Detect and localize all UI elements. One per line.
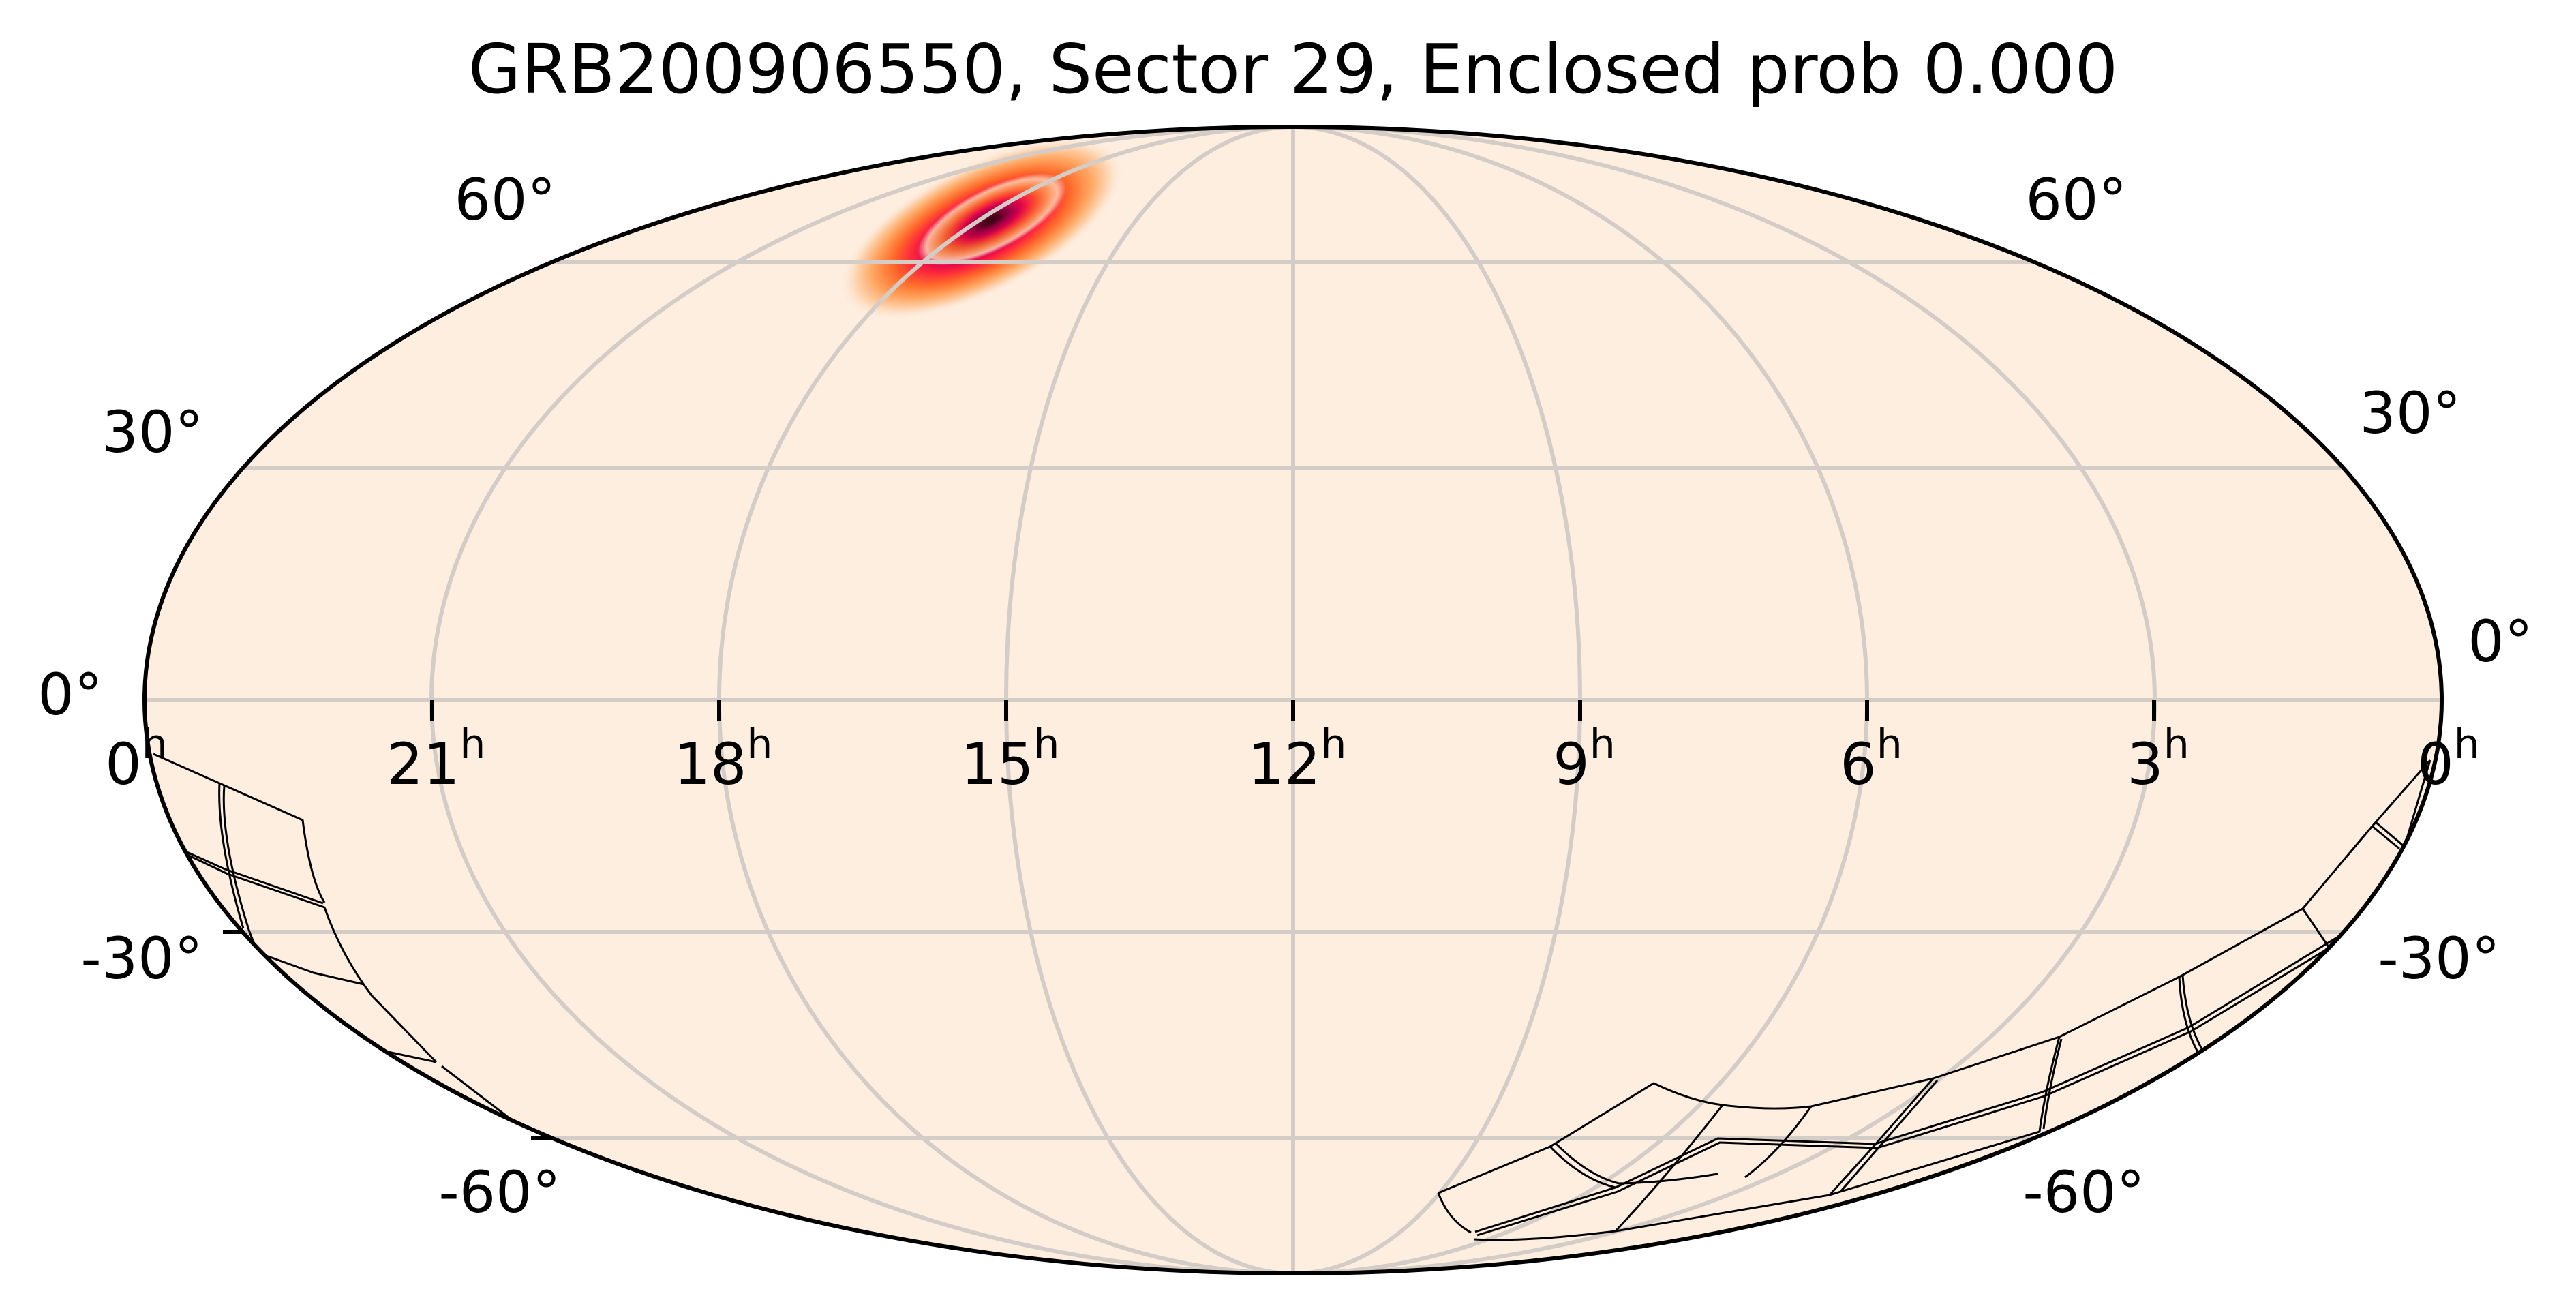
ra-label-15h: 15h — [961, 721, 1060, 798]
ra-ticks — [223, 700, 2156, 1140]
chart-title: GRB200906550, Sector 29, Enclosed prob 0… — [468, 29, 2118, 109]
dec-label-left-60: 60° — [455, 166, 556, 233]
dec-label-left-0: 0° — [37, 661, 102, 728]
ra-label-0h-left: 0h — [105, 721, 167, 798]
dec-label-right-minus60: -60° — [2022, 1159, 2145, 1226]
ra-label-21h: 21h — [387, 721, 486, 798]
sky-frame — [142, 125, 2444, 1275]
dec-tick-labels-left: 60° 30° 0° -30° -60° — [37, 166, 560, 1226]
dec-tick-labels-right: 60° 30° 0° -30° -60° — [2022, 166, 2532, 1226]
ra-label-3h: 3h — [2127, 721, 2189, 798]
ra-label-9h: 9h — [1553, 721, 1615, 798]
dec-label-right-30: 30° — [2360, 380, 2461, 447]
dec-label-right-minus30: -30° — [2378, 925, 2500, 992]
ra-label-6h: 6h — [1840, 721, 1902, 798]
ra-tick-labels: 0h 21h 18h 15h 12h 9h 6h 3h 0h — [105, 721, 2479, 798]
dec-label-left-30: 30° — [102, 399, 204, 466]
dec-label-right-0: 0° — [2468, 608, 2532, 675]
dec-label-left-minus30: -30° — [80, 925, 202, 992]
ra-label-0h-right: 0h — [2417, 721, 2479, 798]
ra-label-12h: 12h — [1248, 721, 1347, 798]
dec-label-right-60: 60° — [2026, 166, 2127, 233]
dec-label-left-minus60: -60° — [438, 1159, 560, 1226]
ra-label-18h: 18h — [674, 721, 773, 798]
